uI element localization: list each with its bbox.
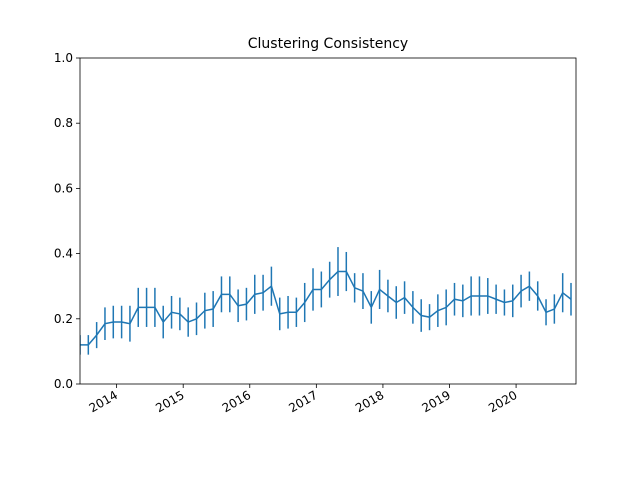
plot-area [80, 247, 572, 355]
x-tick-label: 2017 [286, 388, 319, 415]
x-tick-label: 2014 [87, 388, 120, 415]
x-tick-label: 2015 [153, 388, 186, 415]
y-tick-label: 1.0 [54, 51, 73, 65]
y-tick-label: 0.0 [54, 377, 73, 391]
y-tick-label: 0.8 [54, 116, 73, 130]
line [80, 270, 572, 346]
chart-title: Clustering Consistency [248, 36, 408, 52]
y-tick-label: 0.4 [54, 247, 73, 261]
x-tick-label: 2018 [353, 388, 386, 415]
x-tick-label: 2020 [486, 388, 519, 415]
plot-frame [79, 57, 577, 385]
y-tick-label: 0.2 [54, 312, 73, 326]
x-tick-label: 2019 [420, 388, 453, 415]
x-tick-label: 2016 [220, 388, 253, 415]
y-tick-label: 0.6 [54, 181, 73, 195]
